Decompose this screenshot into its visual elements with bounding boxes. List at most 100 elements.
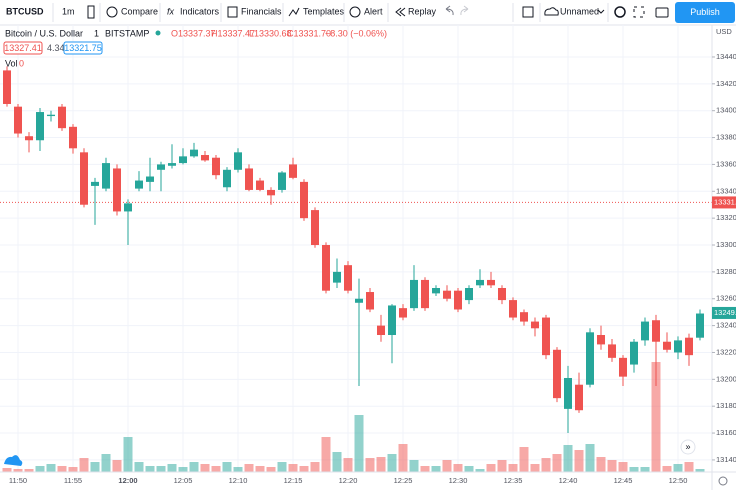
scroll-button[interactable] (680, 439, 696, 455)
candle-body (498, 287, 506, 301)
y-tick-label: 13440.00 (716, 52, 736, 61)
symbol[interactable]: BTCUSD (6, 6, 44, 16)
snapshot-icon[interactable] (655, 7, 669, 18)
volume-bar (464, 466, 474, 472)
candle-body (454, 290, 462, 310)
undo-icon[interactable] (445, 5, 454, 16)
redo-icon[interactable] (460, 5, 469, 16)
volume-bar (189, 462, 199, 472)
candle-body (685, 337, 693, 356)
layout-name[interactable]: Unnamed (560, 6, 599, 16)
volume-bar (398, 444, 408, 472)
templates-button[interactable]: Templates (303, 6, 345, 16)
bid[interactable]: 13327.41 (4, 43, 42, 53)
volume-bar (497, 460, 507, 472)
y-tick-label: 13340.00 (716, 186, 736, 195)
volume-bar (684, 462, 694, 472)
vol-label: Vol (5, 58, 18, 68)
candle-body (597, 335, 605, 345)
y-tick-label: 13260.00 (716, 294, 736, 303)
spread: 4.34 (47, 43, 65, 53)
logo (4, 455, 23, 466)
toolbar (0, 0, 736, 25)
alert-button[interactable]: Alert (364, 6, 383, 16)
candle-body (465, 287, 473, 301)
publish-label[interactable]: Publish (690, 7, 720, 17)
candle-body (267, 189, 275, 196)
financials-button[interactable]: Financials (241, 6, 282, 16)
chart-type-icon[interactable] (87, 5, 95, 19)
select-icon[interactable] (522, 6, 534, 18)
volume-bar (222, 462, 232, 472)
financials-icon[interactable] (227, 6, 238, 18)
bid-box[interactable] (3, 41, 43, 55)
volume-bar (651, 362, 661, 472)
axis-settings[interactable] (718, 476, 728, 486)
cloud-icon[interactable] (544, 7, 559, 16)
candle-body (421, 279, 429, 309)
replay-icon[interactable] (395, 7, 406, 17)
replay-button[interactable]: Replay (408, 6, 437, 16)
indicators-icon[interactable]: fx (167, 6, 175, 16)
x-tick-label: 12:10 (229, 476, 248, 485)
dropdown-icon[interactable] (597, 9, 605, 14)
publish-button[interactable] (675, 2, 735, 23)
volume-bar (277, 462, 287, 472)
x-tick-label: 12:05 (174, 476, 193, 485)
y-tick-label: 13380.00 (716, 133, 736, 142)
templates-icon[interactable] (288, 7, 300, 17)
candle-body (564, 377, 572, 409)
candle-body (311, 210, 319, 246)
alert-icon[interactable] (349, 6, 361, 18)
interval[interactable]: 1m (62, 6, 75, 16)
volume-bar (332, 452, 342, 472)
x-tick-label: 12:50 (669, 476, 688, 485)
last-price-tag (712, 306, 736, 319)
candle-body (630, 341, 638, 365)
x-tick-label: 12:15 (284, 476, 303, 485)
volume-bar (101, 454, 111, 472)
candle-body (58, 106, 66, 129)
candle-body (146, 176, 154, 182)
y-tick-label: 13400.00 (716, 106, 736, 115)
y-tick-label: 13240.00 (716, 321, 736, 330)
volume-bar (431, 466, 441, 472)
market-status (155, 30, 161, 36)
volume-bar (596, 457, 606, 472)
settings-icon[interactable] (614, 6, 626, 18)
volume-bar (695, 469, 705, 472)
price-line-tag (712, 196, 736, 209)
volume-bar (541, 458, 551, 472)
currency: USD (716, 27, 732, 36)
volume-bar (79, 458, 89, 472)
candle-body (696, 313, 704, 338)
fullscreen-icon[interactable] (633, 6, 645, 18)
volume-bar (178, 467, 188, 472)
legend-high: H13337.47 (211, 28, 255, 38)
ask-box[interactable] (63, 41, 103, 55)
legend-name: Bitcoin / U.S. Dollar (5, 28, 83, 38)
x-tick-label: 11:55 (64, 476, 82, 485)
candle-body (113, 168, 121, 212)
candle-body (47, 114, 55, 117)
candle-body (245, 168, 253, 190)
volume-bar (145, 466, 155, 472)
candle-body (256, 180, 264, 190)
volume-bar (508, 464, 518, 472)
volume-bar (200, 464, 210, 472)
compare-button[interactable]: Compare (121, 6, 158, 16)
ask[interactable]: 13321.75 (64, 43, 102, 53)
y-tick-label: 13360.00 (716, 159, 736, 168)
volume-bar (640, 467, 650, 472)
volume-bar (475, 469, 485, 472)
candle-body (509, 300, 517, 318)
legend-exchange: BITSTAMP (105, 28, 149, 38)
candle-body (663, 341, 671, 350)
compare-icon[interactable] (106, 6, 118, 18)
candle-body (443, 290, 451, 299)
volume-bar (57, 466, 67, 472)
indicators-button[interactable]: Indicators (180, 6, 220, 16)
volume-bar (244, 464, 254, 472)
scroll-icon[interactable]: » (685, 441, 690, 451)
